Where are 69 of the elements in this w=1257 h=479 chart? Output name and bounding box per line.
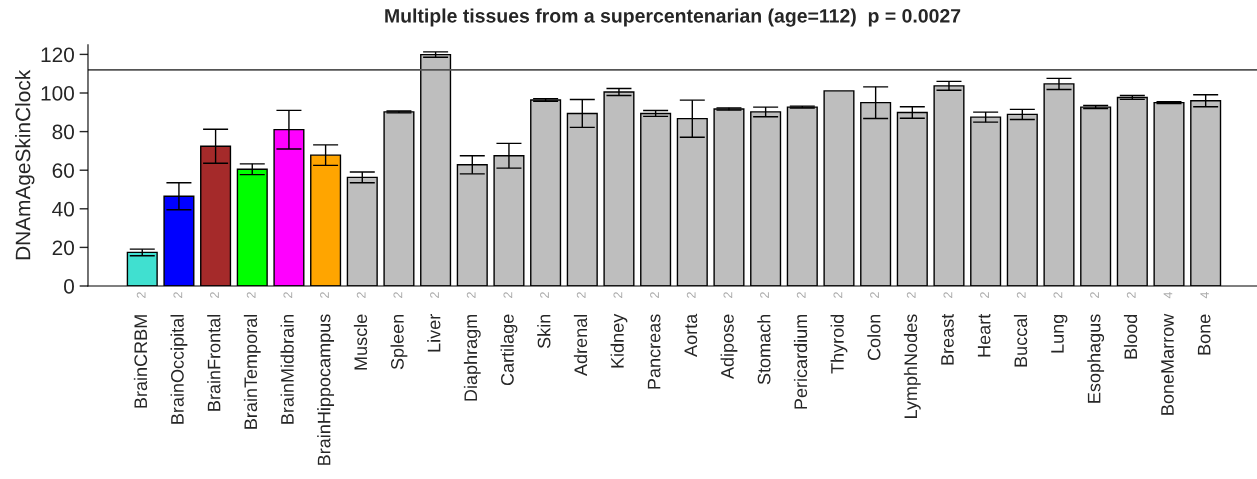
x-tick-label: BrainOccipital <box>170 314 188 424</box>
x-tick-label: Bone <box>1197 314 1211 355</box>
annotation: 2 <box>466 292 476 298</box>
annotation: 2 <box>650 292 659 298</box>
annotation: 2 <box>430 292 439 298</box>
y-axis-title: DNAmAgeSkinClock <box>15 69 35 260</box>
annotation: 2 <box>393 292 403 298</box>
annotation: 2 <box>283 292 293 298</box>
x-tick-label: Buccal <box>1013 314 1028 367</box>
x-tick-label: BrainTemporal <box>243 314 261 429</box>
annotation: 2 <box>320 292 329 298</box>
annotation: 2 <box>833 292 843 298</box>
annotation: 4 <box>1200 291 1209 299</box>
y-tick-label: 100 <box>41 86 74 101</box>
x-tick-label: Liver <box>427 314 441 352</box>
x-tick-label: BrainCRBM <box>133 315 148 408</box>
x-tick-label: LymphNodes <box>903 314 921 418</box>
x-tick-label: Stomach <box>757 314 771 385</box>
annotation: 2 <box>210 292 219 298</box>
x-tick-label: Pancreas <box>647 314 661 389</box>
y-tick-label: 0 <box>64 279 74 294</box>
x-tick-label: Pericardium <box>793 314 808 409</box>
annotation: 2 <box>870 292 879 298</box>
x-tick-label: Spleen <box>390 314 408 370</box>
annotation: 2 <box>246 292 256 298</box>
x-tick-label: BrainFrontal <box>207 314 221 411</box>
x-tick-label: Blood <box>1123 314 1138 359</box>
x-tick-label: BrainHippocampus <box>317 314 335 465</box>
y-tick-label: 20 <box>52 240 74 256</box>
x-tick-label: Adipose <box>720 314 738 379</box>
x-tick-label: Colon <box>867 314 881 361</box>
y-tick-label: 120 <box>41 47 74 63</box>
x-tick-label: Muscle <box>353 314 368 370</box>
x-tick-label: Cartilage <box>500 314 518 386</box>
annotation: 2 <box>796 292 806 298</box>
x-tick-label: Diaphragm <box>463 314 481 401</box>
annotation: 2 <box>1090 292 1099 298</box>
x-tick-label: Kidney <box>610 313 628 368</box>
annotation: 2 <box>503 292 513 298</box>
x-tick-label: Aorta <box>684 313 698 357</box>
y-tick-label: 40 <box>52 201 74 217</box>
x-tick-label: Skin <box>537 314 551 349</box>
annotation: 2 <box>1053 292 1063 298</box>
annotation: 2 <box>540 292 549 298</box>
x-tick-label: BrainMidbrain <box>280 314 294 424</box>
annotation: 2 <box>760 292 769 298</box>
x-tick-label: Adrenal <box>573 314 588 376</box>
x-tick-label: Lung <box>1051 314 1068 353</box>
annotation: 2 <box>356 292 366 298</box>
annotation: 2 <box>686 292 696 298</box>
annotation: 2 <box>136 292 146 298</box>
y-tick-label: 80 <box>52 124 74 140</box>
x-tick-label: Thyroid <box>830 314 848 374</box>
annotation: 2 <box>980 292 989 298</box>
chart-title: Multiple tissues from a supercentenarian (age=112) p = 0.0027 <box>385 8 961 27</box>
x-tick-label: Breast <box>941 313 954 365</box>
annotation: 2 <box>613 292 623 298</box>
annotation: 2 <box>576 292 586 298</box>
annotation: 2 <box>723 292 733 298</box>
annotation: 2 <box>1016 292 1026 298</box>
annotation: 4 <box>1163 291 1173 299</box>
annotation: 2 <box>943 292 953 298</box>
x-tick-label: Heart <box>977 313 991 357</box>
y-tick-label: 60 <box>52 163 74 178</box>
annotation: 2 <box>1126 292 1136 298</box>
annotation: 2 <box>173 292 183 298</box>
x-tick-label: Esophagus <box>1087 314 1105 403</box>
x-tick-label: BoneMarrow <box>1161 313 1174 415</box>
annotation: 2 <box>906 292 916 298</box>
